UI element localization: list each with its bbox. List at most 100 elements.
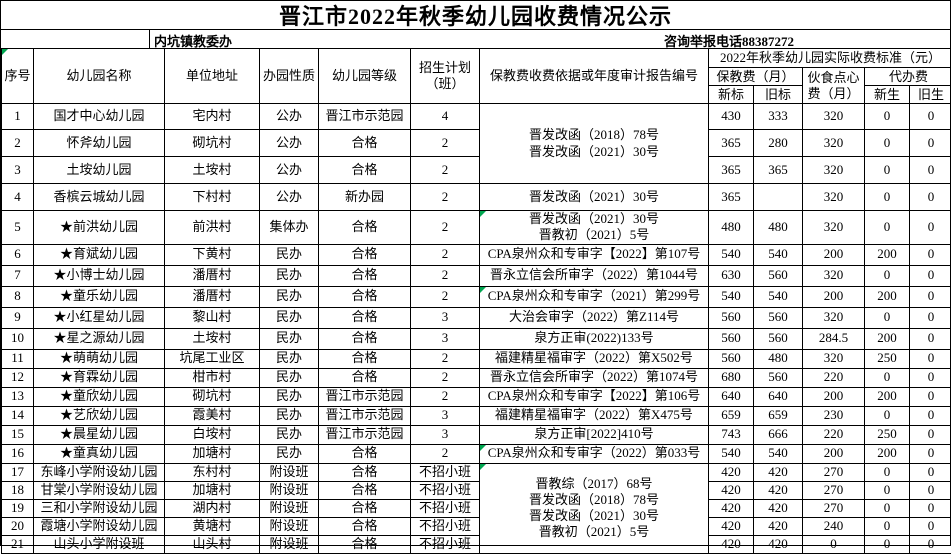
- basis-line: 晋永立信会所审字（2022）第1074号: [481, 369, 707, 385]
- basis-line: CPA泉州众和专审字（2022）第033号: [481, 445, 707, 461]
- cell-meal-fee: 200: [803, 387, 865, 406]
- cell-plan: 不招小班: [411, 535, 480, 553]
- cell-agency-new: 0: [865, 535, 910, 553]
- cell-fee-old-std: 420: [754, 499, 803, 517]
- cell-agency-new: 200: [865, 444, 910, 463]
- cell-meal-fee: 320: [803, 184, 865, 211]
- col-header-new-std: 新标: [709, 86, 754, 104]
- cell-fee-basis: 泉方正审(2022)133号: [480, 328, 709, 349]
- col-header-plan: 招生计划（班）: [411, 49, 480, 104]
- cell-nature: 公办: [260, 104, 319, 130]
- col-header-old-student: 旧生: [910, 86, 951, 104]
- cell-nature: 民办: [260, 368, 319, 387]
- cell-agency-new: 200: [865, 286, 910, 307]
- cell-fee-basis: 大治会审字（2022）第Z114号: [480, 307, 709, 328]
- cell-meal-fee: 230: [803, 406, 865, 425]
- cell-plan: 2: [411, 265, 480, 286]
- info-row: 内坑镇教委办 咨询举报电话88387272: [1, 30, 950, 48]
- cell-fee-old-std: 420: [754, 535, 803, 553]
- cell-agency-new: 0: [865, 307, 910, 328]
- col-header-tuition-group: 保教费（月）: [709, 68, 803, 86]
- page-title: 晋江市2022年秋季幼儿园收费情况公示: [1, 1, 950, 30]
- cell-fee-new-std: 560: [709, 349, 754, 368]
- cell-meal-fee: 0: [803, 535, 865, 553]
- cell-serial: 5: [2, 211, 34, 245]
- cell-meal-fee: 284.5: [803, 328, 865, 349]
- basis-line: 晋教初（2021）5号: [481, 227, 707, 243]
- cell-grade: 合格: [319, 535, 411, 553]
- cell-agency-old: 0: [910, 328, 951, 349]
- cell-plan: 2: [411, 130, 480, 157]
- cell-grade: 合格: [319, 244, 411, 265]
- basis-line: 晋发改函（2018）78号: [481, 492, 707, 508]
- cell-meal-fee: 240: [803, 517, 865, 535]
- cell-agency-new: 0: [865, 406, 910, 425]
- cell-fee-new-std: 540: [709, 444, 754, 463]
- cell-grade: 新办园: [319, 184, 411, 211]
- cell-agency-new: 0: [865, 463, 910, 481]
- cell-fee-new-std: 420: [709, 463, 754, 481]
- cell-serial: 18: [2, 481, 34, 499]
- cell-fee-basis: 泉方正审[2022]410号: [480, 425, 709, 444]
- cell-fee-old-std: 640: [754, 387, 803, 406]
- cell-meal-fee: 200: [803, 444, 865, 463]
- cell-agency-new: 200: [865, 328, 910, 349]
- cell-fee-old-std: 659: [754, 406, 803, 425]
- cell-agency-old: 0: [910, 286, 951, 307]
- cell-fee-old-std: 365: [754, 157, 803, 184]
- cell-address: 土垵村: [165, 328, 260, 349]
- cell-address: 潘厝村: [165, 286, 260, 307]
- cell-agency-old: 0: [910, 349, 951, 368]
- cell-fee-new-std: 420: [709, 481, 754, 499]
- cell-serial: 7: [2, 265, 34, 286]
- error-indicator-icon: [480, 287, 486, 293]
- cell-grade: 合格: [319, 368, 411, 387]
- col-header-name: 幼儿园名称: [34, 49, 165, 104]
- cell-kindergarten-name: ★小博士幼儿园: [34, 265, 165, 286]
- cell-address: 黎山村: [165, 307, 260, 328]
- cell-plan: 2: [411, 244, 480, 265]
- cell-fee-basis: 晋发改函（2021）30号晋教初（2021）5号: [480, 211, 709, 245]
- cell-fee-new-std: 630: [709, 265, 754, 286]
- cell-fee-old-std: 666: [754, 425, 803, 444]
- cell-plan: 2: [411, 211, 480, 245]
- cell-nature: 民办: [260, 244, 319, 265]
- cell-fee-basis: 福建精星福审字（2022）第X502号: [480, 349, 709, 368]
- cell-meal-fee: 270: [803, 481, 865, 499]
- cell-fee-basis: 晋教综（2017）68号晋发改函（2018）78号晋发改函（2021）30号晋教…: [480, 463, 709, 553]
- basis-line: 晋发改函（2021）30号: [481, 508, 707, 524]
- cell-agency-old: 0: [910, 307, 951, 328]
- cell-agency-old: 0: [910, 368, 951, 387]
- cell-serial: 14: [2, 406, 34, 425]
- cell-nature: 民办: [260, 286, 319, 307]
- cell-kindergarten-name: ★童乐幼儿园: [34, 286, 165, 307]
- cell-serial: 3: [2, 157, 34, 184]
- cell-fee-new-std: 560: [709, 307, 754, 328]
- cell-fee-old-std: 540: [754, 244, 803, 265]
- cell-address: 下黄村: [165, 244, 260, 265]
- cell-grade: 合格: [319, 349, 411, 368]
- cell-meal-fee: 320: [803, 307, 865, 328]
- cell-plan: 2: [411, 444, 480, 463]
- basis-line: 晋教综（2017）68号: [481, 476, 707, 492]
- header-row-1: 序号 幼儿园名称 单位地址 办园性质 幼儿园等级 招生计划（班） 保教费收费依据…: [2, 49, 951, 68]
- cell-fee-old-std: 280: [754, 130, 803, 157]
- cell-fee-old-std: 560: [754, 307, 803, 328]
- cell-fee-new-std: 420: [709, 535, 754, 553]
- cell-plan: 4: [411, 104, 480, 130]
- cell-plan: 2: [411, 184, 480, 211]
- cell-kindergarten-name: ★小红星幼儿园: [34, 307, 165, 328]
- cell-grade: 晋江市示范园: [319, 406, 411, 425]
- cell-agency-new: 0: [865, 481, 910, 499]
- cell-serial: 12: [2, 368, 34, 387]
- basis-line: 晋发改函（2018）78号: [481, 127, 707, 143]
- cell-address: 霞美村: [165, 406, 260, 425]
- cell-nature: 民办: [260, 265, 319, 286]
- basis-line: CPA泉州众和专审字【2022】第107号: [481, 246, 707, 262]
- cell-nature: 民办: [260, 425, 319, 444]
